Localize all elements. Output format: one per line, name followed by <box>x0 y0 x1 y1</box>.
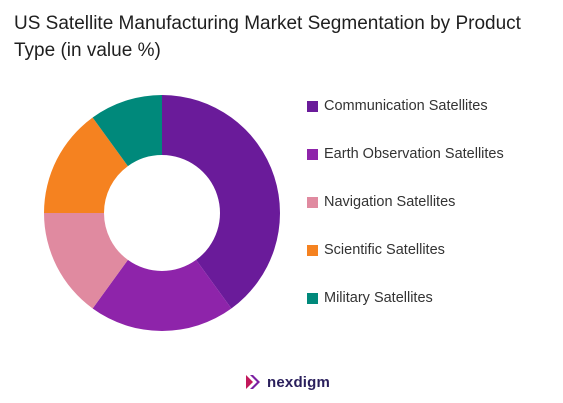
legend-label: Navigation Satellites <box>324 194 456 210</box>
legend-swatch <box>307 100 318 112</box>
legend-item-navigation-satellites: Navigation Satellites <box>307 190 504 214</box>
legend-item-military-satellites: Military Satellites <box>307 286 504 310</box>
legend-swatch <box>307 292 318 304</box>
legend-swatch <box>307 196 318 208</box>
pie-slice-scientific-satellites <box>44 117 128 213</box>
legend-item-communication-satellites: Communication Satellites <box>307 94 504 118</box>
pie-slice-earth-observation-satellites <box>92 259 232 332</box>
pie-slice-navigation-satellites <box>44 213 128 309</box>
pie-slice-military-satellites <box>92 95 162 167</box>
legend-label: Scientific Satellites <box>324 242 445 258</box>
chart-legend: Communication Satellites Earth Observatio… <box>307 94 504 334</box>
legend-label: Military Satellites <box>324 290 433 306</box>
legend-label: Earth Observation Satellites <box>324 146 504 162</box>
legend-item-earth-observation-satellites: Earth Observation Satellites <box>307 142 504 166</box>
chart-title: US Satellite Manufacturing Market Segmen… <box>14 13 521 61</box>
legend-item-scientific-satellites: Scientific Satellites <box>307 238 504 262</box>
brand-footer: nexdigm <box>243 372 330 392</box>
pie-slice-communication-satellites <box>162 95 281 309</box>
nexdigm-logo-icon <box>246 375 260 389</box>
brand-name: nexdigm <box>267 373 331 391</box>
legend-swatch <box>307 244 318 256</box>
legend-swatch <box>307 148 318 160</box>
legend-label: Communication Satellites <box>324 98 488 114</box>
